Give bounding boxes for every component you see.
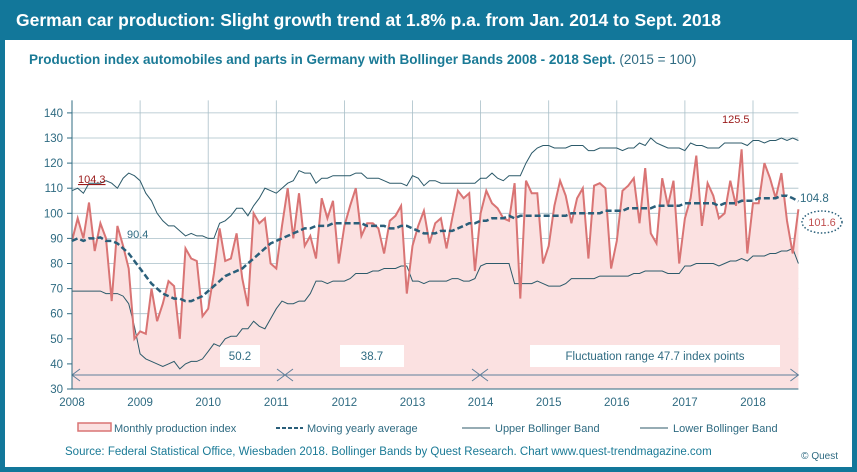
legend-label: Monthly production index: [114, 423, 237, 435]
last-average-label: 104.8: [800, 193, 829, 205]
legend-swatch-production: [77, 422, 112, 432]
max-value-label: 125.5: [722, 114, 750, 126]
chart-subtitle: Production index automobiles and parts i…: [29, 52, 696, 67]
x-tick-label: 2011: [264, 397, 289, 409]
y-tick-label: 130: [44, 133, 63, 145]
subtitle-main: Production index automobiles and parts i…: [29, 52, 616, 67]
arrow-head-icon: [284, 368, 294, 382]
last-value-circle: [801, 210, 843, 234]
y-tick-label: 120: [44, 158, 63, 170]
production-fill: [72, 149, 799, 389]
x-tick-label: 2018: [740, 397, 766, 409]
production-line: [71, 149, 800, 342]
x-tick-label: 2015: [536, 397, 562, 409]
x-tick-label: 2014: [468, 397, 494, 409]
range-label-box: [530, 345, 780, 367]
y-tick-label: 110: [45, 183, 63, 195]
y-tick-label: 50: [50, 334, 63, 346]
y-tick-label: 30: [50, 384, 63, 396]
range-label: 38.7: [361, 351, 383, 363]
arrow-head-icon: [790, 368, 800, 382]
arrow-head-icon: [479, 368, 489, 382]
legend-label: Moving yearly average: [307, 423, 418, 435]
average-line: [71, 194, 799, 303]
x-tick-label: 2009: [127, 397, 153, 409]
x-tick-label: 2012: [332, 397, 358, 409]
upper-band-line: [71, 137, 799, 239]
y-tick-label: 60: [50, 309, 63, 321]
range-label: 50.2: [229, 351, 251, 363]
range-label: Fluctuation range 47.7 index points: [565, 351, 744, 363]
last-value-label: 101.6: [808, 217, 836, 229]
y-tick-label: 80: [50, 259, 63, 271]
x-tick-label: 2008: [59, 397, 85, 409]
y-tick-label: 40: [50, 359, 63, 371]
first-value-label: 104.3: [78, 174, 106, 186]
y-tick-label: 140: [44, 108, 63, 120]
y-tick-label: 90: [50, 233, 63, 245]
subtitle-base: (2015 = 100): [619, 52, 697, 67]
x-tick-label: 2017: [672, 397, 698, 409]
legend-label: Lower Bollinger Band: [673, 423, 778, 435]
y-tick-label: 70: [50, 284, 63, 296]
copyright: © Quest: [801, 451, 838, 462]
range-label-box: [340, 345, 404, 367]
average-label: 90.4: [127, 229, 148, 241]
range-label-box: [220, 345, 260, 367]
page-title: German car production: Slight growth tre…: [5, 0, 852, 40]
legend-label: Upper Bollinger Band: [495, 423, 600, 435]
y-tick-label: 100: [44, 208, 63, 220]
x-tick-label: 2016: [604, 397, 630, 409]
x-tick-label: 2010: [195, 397, 221, 409]
source-note: Source: Federal Statistical Office, Wies…: [65, 446, 712, 458]
lower-band-line: [72, 247, 799, 370]
x-tick-label: 2013: [400, 397, 426, 409]
